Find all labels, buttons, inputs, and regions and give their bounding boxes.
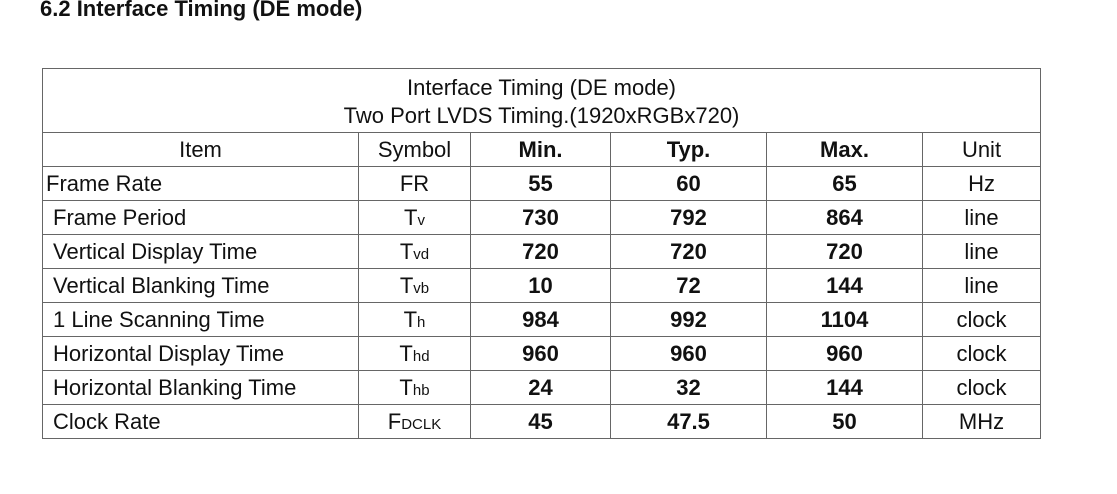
column-header: Typ. bbox=[610, 132, 767, 167]
column-header: Min. bbox=[470, 132, 611, 167]
symbol-cell: FDCLK bbox=[358, 404, 471, 439]
typ-cell: 792 bbox=[610, 200, 767, 235]
typ-cell: 720 bbox=[610, 234, 767, 269]
symbol-sub: vb bbox=[413, 279, 430, 297]
table-row: Horizontal Blanking Time Thb 24 32 144 clock bbox=[42, 370, 1042, 405]
symbol-sub: DCLK bbox=[401, 415, 442, 433]
max-cell: 144 bbox=[766, 268, 923, 303]
column-header: Symbol bbox=[358, 132, 471, 167]
symbol-sub: hb bbox=[412, 381, 430, 399]
min-cell: 10 bbox=[470, 268, 611, 303]
symbol-sub: vd bbox=[413, 245, 430, 263]
table-row: Vertical Blanking Time Tvb 10 72 144 line bbox=[42, 268, 1042, 303]
table-row: 1 Line Scanning Time Th 984 992 1104 clock bbox=[42, 302, 1042, 337]
timing-table: Interface Timing (DE mode) Two Port LVDS… bbox=[41, 68, 1042, 439]
symbol-cell: Tv bbox=[358, 200, 471, 235]
title-line: Interface Timing (DE mode) bbox=[407, 74, 676, 100]
max-cell: 1104 bbox=[766, 302, 923, 337]
column-header: Item bbox=[42, 132, 359, 167]
unit-cell: line bbox=[921, 234, 1042, 269]
title-line: Two Port LVDS Timing.(1920xRGBx720) bbox=[343, 102, 740, 128]
typ-cell: 72 bbox=[610, 268, 767, 303]
table-row: Clock Rate FDCLK 45 47.5 50 MHz bbox=[42, 404, 1042, 439]
symbol-main: T bbox=[404, 204, 418, 230]
max-cell: 960 bbox=[766, 336, 923, 371]
symbol-cell: FR bbox=[358, 166, 471, 201]
symbol-main: T bbox=[399, 374, 413, 400]
max-cell: 65 bbox=[766, 166, 923, 201]
item-cell: Frame Rate bbox=[42, 166, 359, 201]
item-cell: Vertical Display Time bbox=[42, 234, 359, 269]
max-cell: 864 bbox=[766, 200, 923, 235]
symbol-main: T bbox=[399, 238, 414, 264]
table-title: Interface Timing (DE mode) Two Port LVDS… bbox=[41, 68, 1042, 133]
item-cell: Clock Rate bbox=[42, 404, 359, 439]
typ-cell: 992 bbox=[610, 302, 767, 337]
max-cell: 144 bbox=[766, 370, 923, 405]
unit-cell: clock bbox=[921, 336, 1042, 371]
unit-cell: line bbox=[921, 200, 1042, 235]
symbol-main: F bbox=[387, 408, 402, 434]
unit-cell: clock bbox=[921, 370, 1042, 405]
item-cell: 1 Line Scanning Time bbox=[42, 302, 359, 337]
item-cell: Frame Period bbox=[42, 200, 359, 235]
symbol-cell: Thb bbox=[358, 370, 471, 405]
section-heading: 6.2 Interface Timing (DE mode) bbox=[40, 0, 363, 21]
table-row: Frame Period Tv 730 792 864 line bbox=[42, 200, 1042, 235]
item-cell: Vertical Blanking Time bbox=[42, 268, 359, 303]
max-cell: 720 bbox=[766, 234, 923, 269]
min-cell: 24 bbox=[470, 370, 611, 405]
typ-cell: 60 bbox=[610, 166, 767, 201]
min-cell: 984 bbox=[470, 302, 611, 337]
min-cell: 730 bbox=[470, 200, 611, 235]
symbol-main: FR bbox=[399, 170, 430, 196]
symbol-cell: Th bbox=[358, 302, 471, 337]
min-cell: 55 bbox=[470, 166, 611, 201]
min-cell: 960 bbox=[470, 336, 611, 371]
symbol-sub: hd bbox=[412, 347, 430, 365]
unit-cell: line bbox=[921, 268, 1042, 303]
unit-cell: MHz bbox=[921, 404, 1042, 439]
table-row: Frame Rate FR 55 60 65 Hz bbox=[42, 166, 1042, 201]
symbol-main: T bbox=[399, 340, 413, 366]
unit-cell: Hz bbox=[921, 166, 1042, 201]
symbol-cell: Tvd bbox=[358, 234, 471, 269]
symbol-sub: h bbox=[417, 313, 426, 331]
min-cell: 45 bbox=[470, 404, 611, 439]
min-cell: 720 bbox=[470, 234, 611, 269]
symbol-main: T bbox=[399, 272, 414, 298]
symbol-sub: v bbox=[417, 211, 425, 229]
item-cell: Horizontal Blanking Time bbox=[42, 370, 359, 405]
unit-cell: clock bbox=[921, 302, 1042, 337]
typ-cell: 47.5 bbox=[610, 404, 767, 439]
column-header: Max. bbox=[766, 132, 923, 167]
typ-cell: 32 bbox=[610, 370, 767, 405]
item-cell: Horizontal Display Time bbox=[42, 336, 359, 371]
column-header: Unit bbox=[921, 132, 1042, 167]
symbol-cell: Tvb bbox=[358, 268, 471, 303]
symbol-cell: Thd bbox=[358, 336, 471, 371]
symbol-main: T bbox=[403, 306, 418, 332]
max-cell: 50 bbox=[766, 404, 923, 439]
table-row: Horizontal Display Time Thd 960 960 960 clock bbox=[42, 336, 1042, 371]
typ-cell: 960 bbox=[610, 336, 767, 371]
table-row: Vertical Display Time Tvd 720 720 720 line bbox=[42, 234, 1042, 269]
